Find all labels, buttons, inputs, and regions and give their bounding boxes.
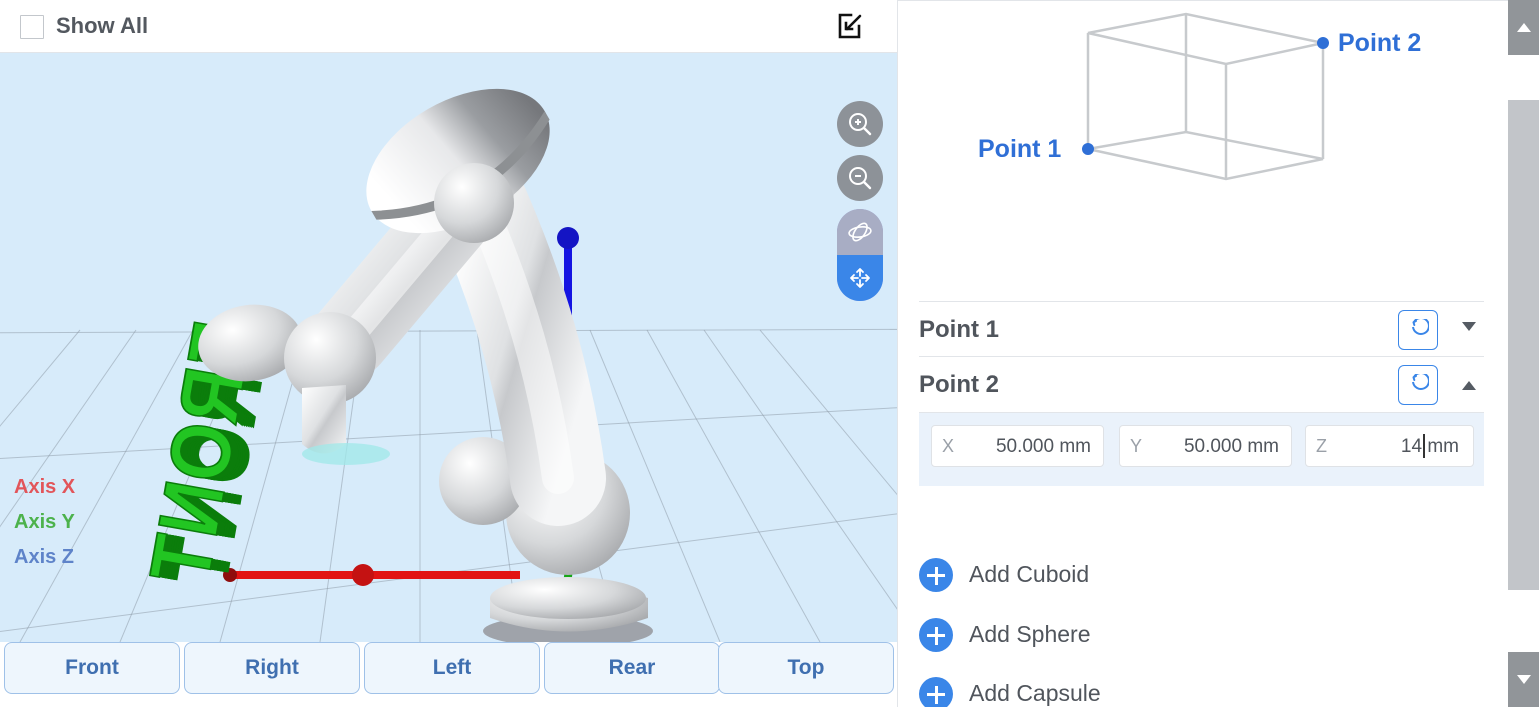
svg-text:Point 2: Point 2	[1338, 29, 1421, 57]
svg-text:Point 1: Point 1	[978, 135, 1061, 163]
